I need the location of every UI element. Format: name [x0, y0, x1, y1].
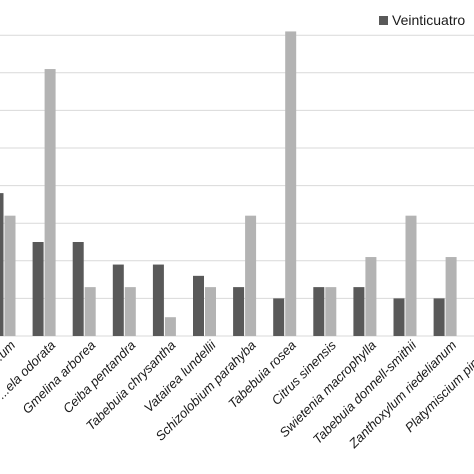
bar [325, 287, 337, 336]
category-label: ...um [0, 337, 18, 368]
bar [124, 287, 136, 336]
bar [44, 69, 56, 336]
bar [72, 242, 84, 336]
bar [353, 287, 365, 336]
bar [205, 287, 216, 336]
bar [285, 31, 297, 336]
bar [152, 264, 164, 336]
legend-swatch [379, 16, 388, 25]
category-label: Ceiba pentandra [60, 338, 139, 417]
bar [112, 264, 124, 336]
gridlines [0, 34, 474, 299]
bar [245, 215, 257, 336]
category-label: Vatairea lundellii [141, 337, 220, 416]
bar [32, 242, 44, 336]
bar [365, 257, 377, 336]
bar [164, 317, 176, 336]
bar [393, 298, 405, 336]
legend-label: Veinticuatro [392, 12, 465, 28]
bar [4, 215, 16, 336]
legend: Veinticuatro [379, 12, 465, 28]
bars [0, 31, 457, 336]
bar [233, 287, 245, 336]
bar [313, 287, 325, 336]
bar [433, 298, 445, 336]
bar [84, 287, 96, 336]
bar [193, 275, 204, 336]
category-label: Gmelina arborea [19, 338, 98, 417]
bar [0, 193, 4, 336]
bar [405, 215, 417, 336]
bar [273, 298, 285, 336]
bar [445, 257, 457, 336]
